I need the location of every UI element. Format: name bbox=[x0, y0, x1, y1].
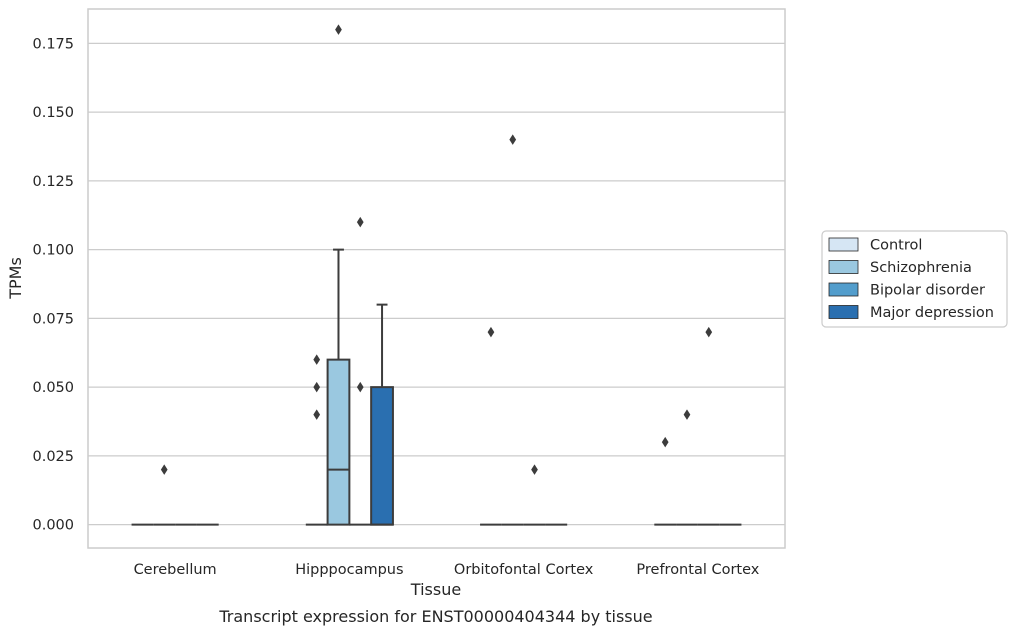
box-orbitofontal-cortex-bipolar-disorder bbox=[523, 464, 546, 526]
box-hipppocampus-control bbox=[305, 354, 328, 526]
box-orbitofontal-cortex-control bbox=[480, 326, 502, 526]
x-tick-label: Hipppocampus bbox=[295, 562, 403, 578]
y-tick-label: 0.050 bbox=[32, 380, 74, 396]
box-prefrontal-cortex-control bbox=[654, 436, 677, 526]
x-axis-label: Tissue bbox=[410, 580, 461, 599]
legend-label: Major depression bbox=[870, 305, 994, 321]
outlier-point bbox=[335, 24, 342, 35]
box-hipppocampus-major-depression bbox=[370, 303, 394, 526]
legend-swatch bbox=[828, 237, 859, 252]
box-hipppocampus-bipolar-disorder bbox=[349, 216, 372, 526]
y-tick-label: 0.100 bbox=[32, 243, 74, 259]
boxes bbox=[131, 24, 742, 526]
box-cerebellum-schizophrenia bbox=[153, 464, 176, 526]
legend-label: Control bbox=[870, 238, 922, 254]
outlier-point bbox=[661, 436, 669, 448]
outlier-point bbox=[683, 409, 691, 420]
y-tick-label: 0.075 bbox=[32, 311, 74, 327]
figure-caption: Transcript expression for ENST0000040434… bbox=[218, 607, 652, 626]
legend-swatch bbox=[828, 282, 859, 297]
outlier-point bbox=[313, 354, 321, 365]
legend-label: Bipolar disorder bbox=[870, 283, 985, 299]
legend-swatch bbox=[828, 305, 859, 319]
outlier-point bbox=[531, 464, 538, 475]
outlier-point bbox=[487, 326, 495, 338]
outlier-point bbox=[313, 409, 321, 420]
y-tick-label: 0.000 bbox=[32, 518, 74, 534]
box-hipppocampus-schizophrenia bbox=[326, 24, 351, 526]
box-body bbox=[370, 386, 394, 526]
y-axis-ticks: 0.000 0.025 0.050 0.075 0.100 0.125 0.150 0.175 bbox=[32, 36, 74, 533]
y-tick-label: 0.125 bbox=[32, 174, 74, 190]
y-tick-label: 0.025 bbox=[32, 449, 74, 465]
legend-label: Schizophrenia bbox=[870, 260, 972, 276]
box-prefrontal-cortex-schizophrenia bbox=[676, 409, 698, 526]
x-axis-ticks: Cerebellum Hipppocampus Orbitofontal Corte… bbox=[134, 562, 760, 578]
box-orbitofontal-cortex-schizophrenia bbox=[501, 134, 524, 526]
box-prefrontal-cortex-bipolar-disorder bbox=[697, 326, 720, 526]
y-tick-label: 0.150 bbox=[32, 105, 74, 121]
outlier-point bbox=[509, 134, 517, 145]
x-tick-label: Prefrontal Cortex bbox=[636, 562, 759, 578]
y-tick-label: 0.175 bbox=[32, 36, 74, 52]
plot-area-frame bbox=[87, 8, 786, 549]
outlier-point bbox=[356, 381, 364, 393]
y-axis-label: TPMs bbox=[6, 257, 25, 300]
box-body bbox=[326, 358, 351, 526]
outlier-point bbox=[356, 216, 364, 228]
outlier-point bbox=[160, 464, 168, 475]
legend: Control Schizophrenia Bipolar disorder Majo… bbox=[821, 230, 1008, 328]
outlier-point bbox=[313, 381, 321, 393]
gridlines bbox=[88, 42, 785, 526]
x-tick-label: Orbitofontal Cortex bbox=[454, 562, 594, 578]
x-tick-label: Cerebellum bbox=[134, 562, 217, 578]
legend-box bbox=[821, 230, 1008, 328]
outlier-point bbox=[705, 326, 713, 338]
legend-swatch bbox=[828, 260, 859, 274]
